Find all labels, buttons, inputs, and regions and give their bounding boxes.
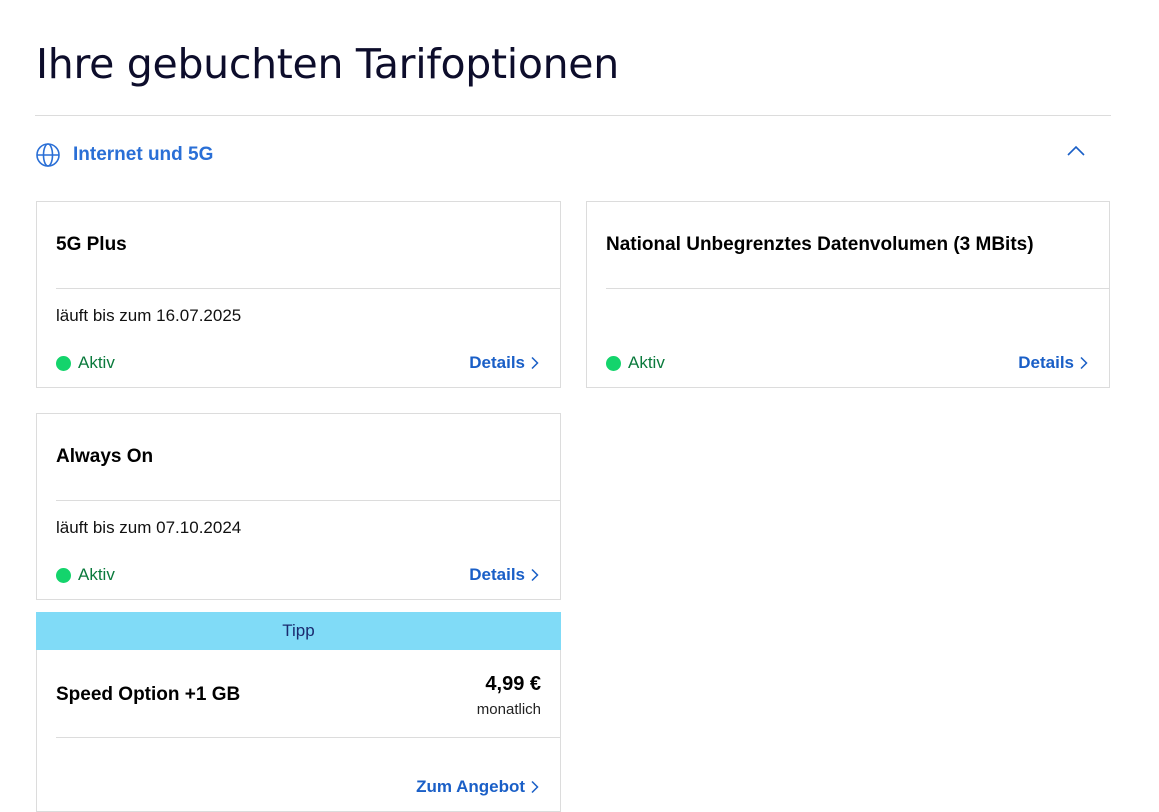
status-text: Aktiv [628,353,665,372]
chevron-right-icon [1080,356,1088,370]
chevron-right-icon [531,780,539,794]
option-expiry: läuft bis zum 16.07.2025 [56,306,242,325]
details-link-label[interactable]: Details [469,353,525,372]
option-card-always-on: Always On läuft bis zum 07.10.2024 Aktiv… [36,413,561,600]
details-link[interactable]: Details [469,352,539,374]
tip-title: Speed Option +1 GB [56,684,241,705]
details-link-label[interactable]: Details [1018,353,1074,372]
option-title: 5G Plus [56,234,127,255]
status-dot-icon [606,355,621,371]
status-dot-icon [56,355,71,371]
chevron-up-icon[interactable] [1066,144,1086,158]
tip-period: monatlich [476,701,541,718]
page-title: Ihre gebuchten Tarifoptionen [36,40,619,88]
option-title: National Unbegrenztes Datenvolumen (3 MB… [606,234,1034,255]
details-link-label[interactable]: Details [469,565,525,584]
card-divider [56,500,560,501]
offer-link-label[interactable]: Zum Angebot [416,777,525,796]
tip-price: 4,99 € [485,673,541,695]
details-link[interactable]: Details [469,564,539,586]
section-header-internet[interactable]: Internet und 5G [35,136,1111,176]
status-dot-icon [56,567,71,583]
section-label: Internet und 5G [73,144,214,165]
status-text: Aktiv [78,565,115,584]
status-badge: Aktiv [56,352,115,374]
option-title: Always On [56,446,154,467]
status-badge: Aktiv [606,352,665,374]
tip-banner: Tipp [36,612,561,650]
option-card-5g-plus: 5G Plus läuft bis zum 16.07.2025 Aktiv D… [36,201,561,388]
details-link[interactable]: Details [1018,352,1088,374]
offer-link[interactable]: Zum Angebot [416,776,539,798]
chevron-right-icon [531,356,539,370]
tip-card-speed-option: Tipp Speed Option +1 GB 4,99 € monatlich… [36,612,561,812]
title-divider [35,115,1111,116]
card-divider [56,737,560,738]
chevron-right-icon [531,568,539,582]
option-expiry: läuft bis zum 07.10.2024 [56,518,242,537]
option-card-national-unbegrenzt: National Unbegrenztes Datenvolumen (3 MB… [586,201,1110,388]
card-divider [56,288,560,289]
card-divider [606,288,1109,289]
status-badge: Aktiv [56,564,115,586]
globe-icon [36,143,60,167]
status-text: Aktiv [78,353,115,372]
